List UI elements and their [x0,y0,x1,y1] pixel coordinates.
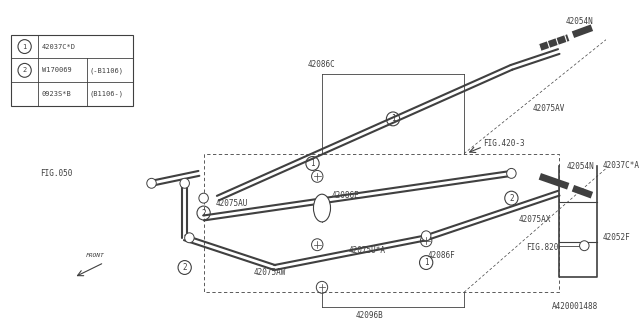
Text: 2: 2 [182,263,187,272]
Text: 2: 2 [22,67,27,73]
Text: 2: 2 [202,209,206,218]
Text: 42075AV: 42075AV [532,105,564,114]
Circle shape [199,193,209,203]
Text: A420001488: A420001488 [552,302,598,311]
Text: 2: 2 [509,194,514,203]
Text: 1: 1 [424,258,428,267]
Text: 42052F: 42052F [602,233,630,242]
Text: FIG.050: FIG.050 [40,169,72,178]
Circle shape [580,241,589,251]
Text: 42075AW: 42075AW [254,268,286,277]
Circle shape [147,178,156,188]
Text: FIG.820: FIG.820 [527,243,559,252]
Bar [12,35,132,106]
Text: 42054N: 42054N [566,162,594,171]
Text: (B1106-): (B1106-) [90,91,124,97]
Text: FIG.420-3: FIG.420-3 [483,139,525,148]
Text: 42037C*A: 42037C*A [602,161,639,170]
Text: 42075AU: 42075AU [216,199,248,208]
Text: 42086E: 42086E [332,191,359,200]
Text: W170069: W170069 [42,67,72,73]
Text: 42075AX: 42075AX [519,215,551,224]
Circle shape [507,168,516,178]
Text: 42086F: 42086F [428,251,456,260]
Text: 1: 1 [390,114,396,124]
Circle shape [180,178,189,188]
Text: 1: 1 [22,44,27,50]
Text: 42037C*D: 42037C*D [42,44,76,50]
Circle shape [185,233,194,243]
Ellipse shape [314,194,330,222]
Text: (-B1106): (-B1106) [90,67,124,74]
Text: 42054N: 42054N [566,17,593,26]
Text: 42096B: 42096B [355,310,383,320]
Text: FRONT: FRONT [85,253,104,258]
Text: 0923S*B: 0923S*B [42,91,72,97]
Text: 42086C: 42086C [308,60,336,69]
Text: 1: 1 [310,159,315,168]
Text: 42075U*A: 42075U*A [349,246,385,255]
Circle shape [421,231,431,241]
